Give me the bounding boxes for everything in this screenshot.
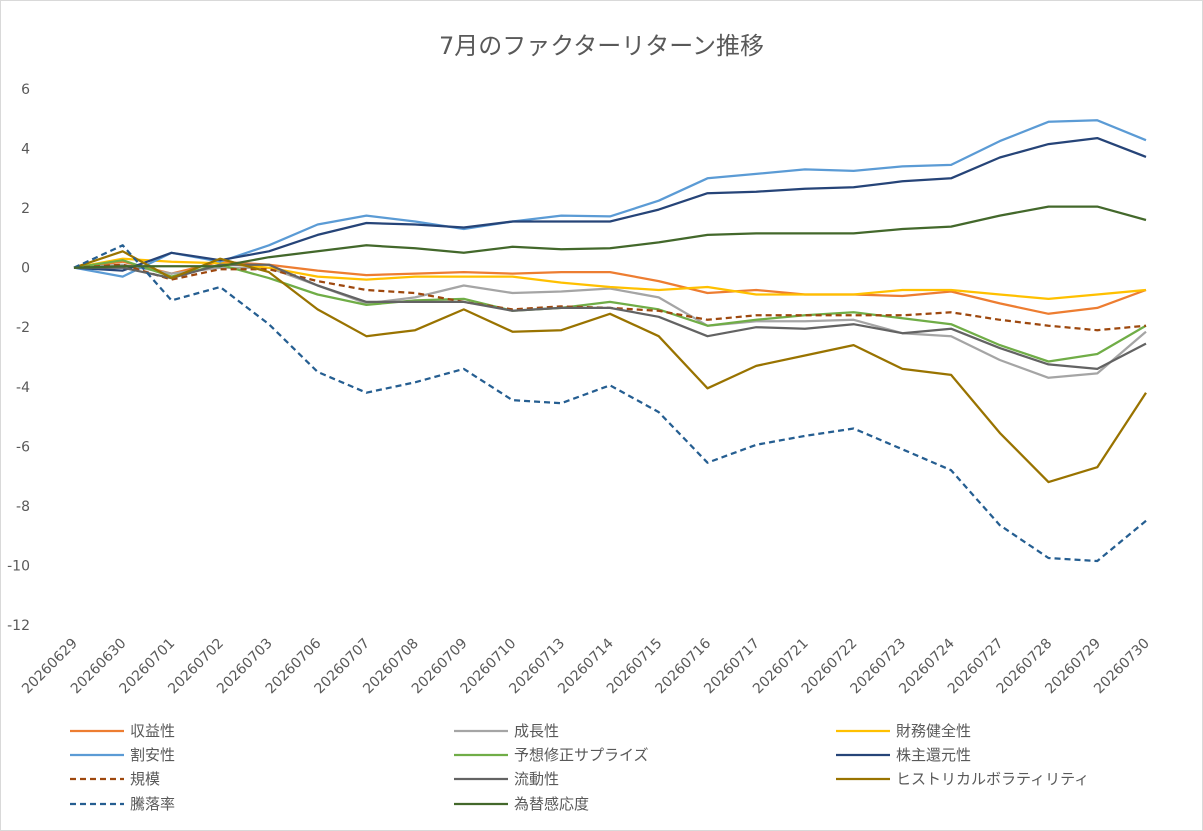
legend-item: 財務健全性 [836, 720, 971, 741]
legend-swatch [454, 753, 508, 756]
legend-label: 収益性 [130, 722, 176, 740]
legend-item: 株主還元性 [836, 744, 971, 765]
series-line-5 [73, 136, 1147, 272]
x-axis: 2026062920260630202607012026070220260703… [19, 635, 1153, 697]
legend-item: 予想修正サプライズ [454, 744, 649, 765]
legend-label: 割安性 [130, 746, 176, 764]
legend-label: ヒストリカルボラティリティ [896, 770, 1090, 788]
series-line-2 [73, 257, 1147, 301]
legend-swatch [836, 729, 890, 732]
y-tick-label: 6 [21, 82, 30, 98]
legend-item: 為替感応度 [454, 793, 589, 814]
series-line-7 [74, 263, 1147, 371]
legend-label: 成長性 [514, 722, 560, 740]
legend-swatch [836, 753, 890, 756]
legend-label: 騰落率 [130, 795, 176, 813]
y-tick-label: -2 [16, 320, 30, 336]
legend-swatch [836, 777, 890, 780]
series-line-10 [73, 205, 1147, 269]
legend-swatch [70, 753, 124, 756]
y-axis: 6 4 2 0 -2 -4 -6 -8 -10 -12 [7, 82, 30, 634]
legend-swatch [70, 729, 124, 732]
legend-label: 規模 [130, 770, 161, 788]
legend-item: 規模 [70, 768, 160, 789]
legend-swatch [454, 729, 508, 732]
series-line-8 [73, 250, 1147, 484]
legend-swatch [70, 802, 124, 805]
legend-label: 流動性 [514, 770, 560, 788]
legend-label: 財務健全性 [896, 722, 972, 740]
legend-swatch [70, 777, 124, 780]
legend-item: ヒストリカルボラティリティ [836, 768, 1089, 789]
y-tick-label: -4 [16, 380, 30, 396]
legend-label: 予想修正サプライズ [514, 746, 649, 764]
legend-item: 割安性 [70, 744, 175, 765]
y-tick-label: 2 [21, 201, 30, 217]
y-tick-label: 4 [21, 142, 30, 158]
y-tick-label: -12 [7, 618, 30, 634]
y-tick-label: -10 [7, 558, 30, 574]
legend-item: 騰落率 [70, 793, 175, 814]
series-layer [73, 119, 1147, 563]
series-line-1 [73, 263, 1147, 379]
legend-item: 成長性 [454, 720, 559, 741]
chart-title: 7月のファクターリターン推移 [438, 32, 765, 60]
legend-label: 株主還元性 [896, 746, 972, 764]
y-tick-label: -8 [16, 499, 30, 515]
series-line-3 [73, 119, 1147, 278]
legend-label: 為替感応度 [514, 795, 590, 813]
y-tick-label: -6 [16, 439, 30, 455]
legend-item: 収益性 [70, 720, 175, 741]
legend-item: 流動性 [454, 768, 559, 789]
series-line-4 [73, 259, 1147, 363]
legend-swatch [454, 802, 508, 805]
legend-swatch [454, 777, 508, 780]
y-tick-label: 0 [21, 261, 30, 277]
